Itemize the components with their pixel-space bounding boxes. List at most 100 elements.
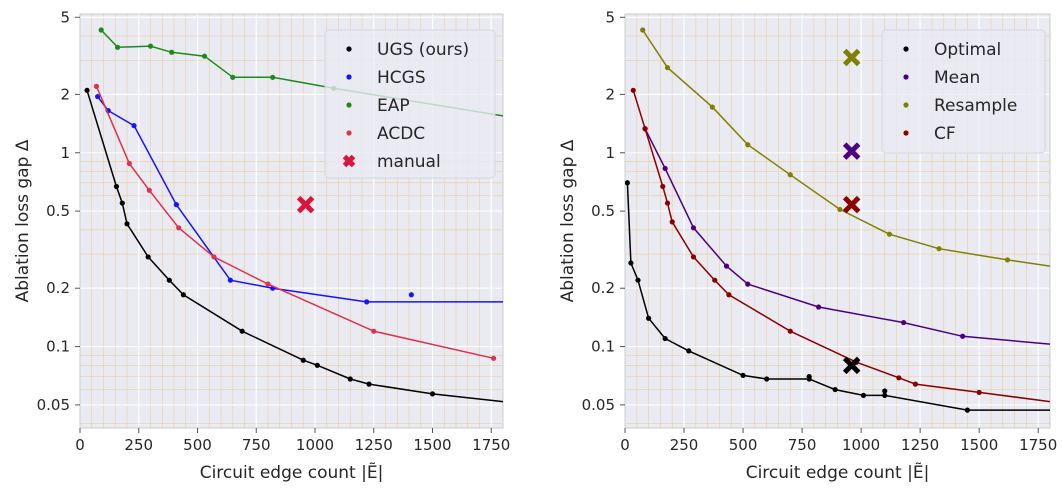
data-point-optimal bbox=[860, 392, 867, 398]
y-tick-label: 0.2 bbox=[591, 279, 615, 297]
plot-area bbox=[84, 27, 503, 403]
data-point-cf bbox=[912, 381, 919, 387]
legend-label-hcgs: HCGS bbox=[377, 68, 426, 88]
legend-marker-manual-stroke-b bbox=[342, 154, 356, 168]
data-point-optimal bbox=[628, 260, 634, 266]
manual-marker-manual-stroke-b bbox=[296, 195, 315, 214]
x-axis-label: Circuit edge count |Ẽ| bbox=[200, 461, 384, 483]
x-tick-label: 1250 bbox=[355, 436, 393, 454]
data-point-optimal bbox=[964, 407, 970, 413]
data-point-mean bbox=[901, 319, 907, 326]
x-tick-label: 250 bbox=[670, 436, 699, 454]
y-axis-label: Ablation loss gap Δ bbox=[558, 139, 578, 302]
x-tick-label: 250 bbox=[124, 436, 153, 454]
legend-label-mean: Mean bbox=[934, 68, 980, 88]
data-point-resample bbox=[837, 206, 843, 213]
manual-marker-manual bbox=[296, 195, 315, 214]
data-point-mean bbox=[960, 333, 966, 339]
legend-box bbox=[881, 29, 1046, 154]
x-tick-label: 500 bbox=[729, 436, 758, 454]
series-line-hcgs bbox=[97, 96, 503, 303]
data-point-ugs-ours bbox=[180, 292, 186, 298]
data-point-hcgs bbox=[173, 202, 179, 208]
data-point-eap bbox=[201, 53, 208, 59]
data-point-resample bbox=[745, 142, 751, 148]
chart-left: 0 250 500 750 1000 1250 1500 1750 5 2 1 0.5 0.2 0.1 0.… bbox=[13, 8, 510, 483]
data-point-cf bbox=[669, 219, 675, 225]
y-tick-label: 0.5 bbox=[46, 202, 70, 220]
data-point-cf bbox=[664, 200, 671, 206]
data-point-cf bbox=[712, 277, 718, 283]
x-axis-label: Circuit edge count |Ẽ| bbox=[746, 461, 930, 483]
data-point-resample bbox=[664, 65, 671, 71]
data-point-optimal bbox=[646, 315, 652, 321]
data-point-acdc bbox=[211, 254, 217, 260]
data-point-optimal bbox=[686, 348, 692, 354]
data-point-eap bbox=[270, 74, 276, 80]
legend-marker-acdc bbox=[346, 130, 352, 136]
y-axis-label: Ablation loss gap Δ bbox=[13, 139, 33, 302]
plot-frame bbox=[79, 13, 504, 429]
data-point-ugs-ours bbox=[314, 362, 320, 368]
legend-marker-ugs-ours bbox=[346, 46, 352, 52]
x-tick-label: 1750 bbox=[1019, 436, 1057, 454]
legend-label-eap: EAP bbox=[377, 96, 410, 116]
data-point-mean bbox=[816, 304, 822, 310]
data-point-optimal bbox=[635, 277, 641, 283]
data-point-acdc bbox=[491, 355, 497, 361]
manual-marker-resample bbox=[842, 48, 861, 67]
data-point-cf bbox=[690, 254, 697, 260]
x-tick-label: 1500 bbox=[413, 436, 451, 454]
data-point-ugs-ours bbox=[119, 200, 125, 206]
manual-marker-resample-stroke-b bbox=[842, 48, 861, 67]
data-point-eap bbox=[98, 27, 104, 33]
data-point-optimal bbox=[662, 335, 668, 342]
series-line-ugs-ours bbox=[86, 90, 503, 403]
data-point-hcgs bbox=[227, 277, 233, 283]
data-point-hcgs bbox=[364, 299, 370, 305]
series-line-cf bbox=[632, 90, 1050, 403]
data-point-resample bbox=[1004, 257, 1011, 263]
data-point-optimal bbox=[740, 372, 746, 378]
series-line-acdc bbox=[95, 86, 494, 360]
x-tick-label: 1500 bbox=[960, 436, 998, 454]
data-point-cf bbox=[787, 328, 793, 334]
data-point-cf bbox=[896, 375, 902, 381]
data-point-ugs-ours bbox=[300, 357, 306, 363]
x-tick-label: 500 bbox=[183, 436, 212, 454]
legend-label-cf: CF bbox=[934, 124, 956, 144]
data-point-ugs-ours bbox=[113, 183, 120, 190]
data-point-acdc bbox=[126, 160, 132, 167]
legend-marker-optimal bbox=[903, 46, 909, 52]
y-tick-label: 0.5 bbox=[591, 202, 615, 220]
data-point-ugs-ours bbox=[366, 381, 372, 387]
data-point-cf bbox=[660, 183, 666, 190]
data-point-hcgs bbox=[408, 292, 414, 298]
legend-label-optimal: Optimal bbox=[934, 40, 1001, 60]
y-tick-label: 1 bbox=[605, 144, 615, 162]
legend-marker-resample bbox=[903, 102, 909, 108]
x-tick-label: 1250 bbox=[901, 436, 939, 454]
manual-marker-mean-stroke-b bbox=[842, 142, 861, 160]
legend-marker-eap bbox=[346, 102, 352, 108]
data-point-optimal bbox=[832, 386, 838, 393]
x-tick-label: 1750 bbox=[472, 436, 510, 454]
manual-marker-optimal-stroke-b bbox=[842, 356, 861, 375]
data-point-resample bbox=[936, 246, 942, 252]
data-point-acdc bbox=[146, 187, 152, 193]
y-tick-label: 0.05 bbox=[37, 396, 70, 414]
data-point-eap bbox=[230, 74, 236, 80]
legend-marker-manual bbox=[342, 154, 356, 168]
legend-box bbox=[324, 29, 496, 179]
data-point-cf bbox=[642, 126, 648, 132]
data-point-ugs-ours bbox=[239, 328, 245, 334]
data-point-optimal bbox=[764, 376, 770, 382]
x-tick-label: 0 bbox=[75, 436, 85, 454]
data-point-mean bbox=[690, 225, 697, 231]
x-tick-label: 0 bbox=[620, 436, 630, 454]
data-point-ugs-ours bbox=[166, 277, 172, 283]
legend: UGS (ours) HCGS EAP ACDC manual bbox=[324, 29, 496, 179]
data-point-acdc bbox=[265, 281, 271, 287]
data-point-cf bbox=[976, 389, 982, 396]
